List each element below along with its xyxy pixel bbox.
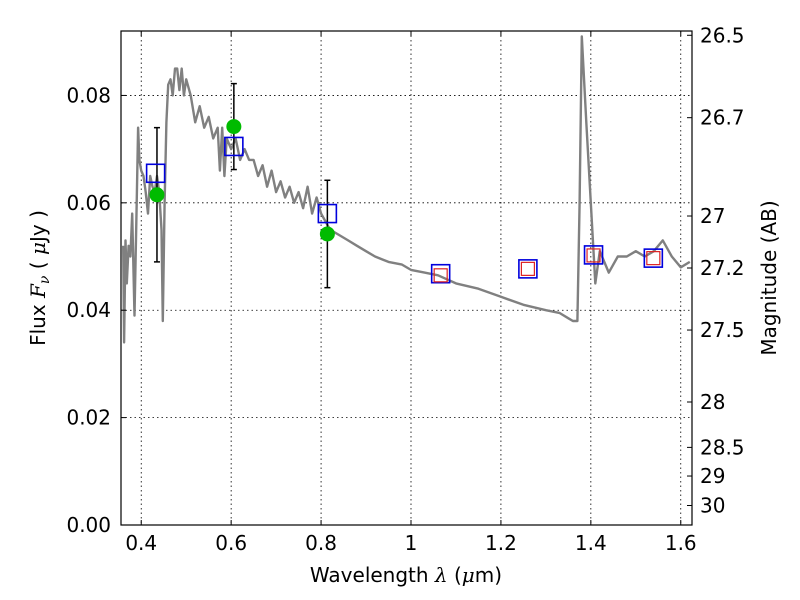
x-tick-label: 0.6 [215,531,247,555]
plot-frame [120,30,693,526]
observed-point [226,119,242,135]
model-square-blue [583,245,604,265]
model-square-red [646,251,661,266]
y-axis-label: Flux Fν ( μJy ) [26,210,53,346]
mag-tick-label: 28.5 [700,435,745,459]
mag-tick-label: 27.2 [700,256,745,280]
series-layer [122,35,691,344]
observed-point [149,187,165,203]
model-square-blue [518,259,538,279]
model-square-blue [430,263,451,284]
y2-axis-label: Magnitude (AB) [757,200,781,355]
model-square-red [520,261,535,276]
model-square-red [433,268,448,283]
mag-tick-label: 29 [700,464,725,488]
model-square-blue [643,248,664,268]
axis-ticks: 0.4 0.6 0.8 1 1.2 1.4 1.6 0.00 0.02 0.04 0.06 0.08 2… [66,23,744,555]
model-square-blue [317,203,338,224]
model-square-red [586,248,601,263]
observed-point [319,226,335,242]
mag-tick-label: 28 [700,390,725,414]
x-tick-label: 1.2 [485,531,517,555]
model-square-blue [145,163,166,184]
grid-lines [121,31,692,526]
x-tick-label: 1.6 [665,531,697,555]
model-square-blue [224,136,244,157]
mag-tick-label: 27 [700,204,725,228]
y-tick-label: 0.00 [66,513,111,537]
y-tick-label: 0.06 [66,191,111,215]
mag-tick-label: 27.5 [700,318,745,342]
y-tick-label: 0.08 [66,83,111,107]
x-tick-label: 0.8 [305,531,337,555]
sed-model-line [122,35,691,344]
y-tick-label: 0.02 [66,406,111,430]
x-axis-label: Wavelength λ (μm) [310,563,502,587]
mag-tick-label: 26.5 [700,23,745,47]
mag-tick-label: 26.7 [700,106,745,130]
x-tick-label: 0.4 [125,531,157,555]
x-tick-label: 1 [405,531,418,555]
y-tick-label: 0.04 [66,298,111,322]
mag-tick-label: 30 [700,494,725,518]
x-tick-label: 1.4 [575,531,607,555]
